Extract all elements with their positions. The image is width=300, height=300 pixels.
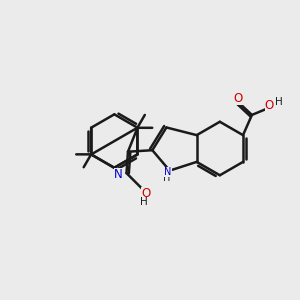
Text: H: H (163, 173, 170, 183)
Text: H: H (140, 197, 148, 207)
Text: N: N (114, 168, 122, 181)
Text: H: H (275, 97, 283, 106)
Text: O: O (265, 99, 274, 112)
Text: N: N (164, 167, 172, 177)
Text: O: O (141, 187, 150, 200)
Text: O: O (233, 92, 243, 105)
